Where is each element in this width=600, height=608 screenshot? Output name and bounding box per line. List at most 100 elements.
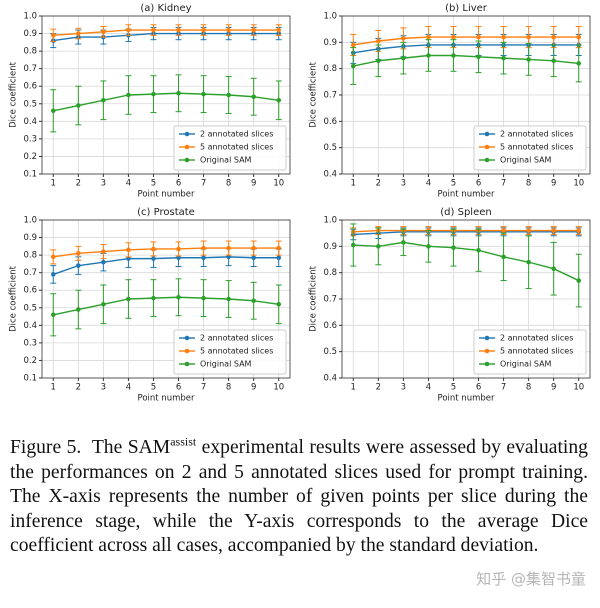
watermark: 知乎 @集智书童 — [476, 570, 586, 588]
x-axis-label: Point number — [438, 190, 495, 200]
point — [201, 27, 206, 33]
legend-marker — [484, 361, 490, 367]
x-tick-label: 6 — [476, 383, 481, 393]
point — [451, 34, 456, 40]
x-tick-label: 6 — [176, 383, 181, 393]
legend-box — [473, 329, 587, 375]
point — [576, 228, 582, 233]
y-tick-label: 0.7 — [323, 91, 337, 101]
point — [476, 34, 481, 40]
legend-label: Original SAM — [500, 156, 552, 165]
point — [176, 27, 181, 33]
x-tick-label: 8 — [226, 179, 231, 189]
y-tick-label: 0.4 — [323, 374, 337, 384]
legend-marker — [484, 335, 490, 341]
series-line — [353, 44, 579, 54]
plot-frame — [341, 15, 591, 175]
y-tick-label: 0.9 — [23, 233, 37, 243]
legend-label: Original SAM — [500, 360, 552, 369]
y-tick-label: 0.7 — [323, 295, 337, 305]
legend-label: 2 annotated slices — [500, 130, 573, 139]
point — [276, 245, 282, 251]
point — [551, 58, 556, 64]
y-tick-label: 1.0 — [23, 216, 37, 226]
point — [126, 256, 131, 261]
point — [276, 255, 282, 261]
x-tick-label: 2 — [376, 383, 381, 393]
x-axis-label: Point number — [138, 190, 195, 200]
point — [551, 34, 556, 40]
legend-box — [173, 329, 287, 375]
point — [276, 27, 282, 33]
figure: 0.1 0.2 0.3 0.4 0.5 0.6 0.7 0.8 0.9 1.0 1 2 3 4 5 6 7 8 9 1… — [9, 3, 591, 404]
point — [226, 27, 231, 33]
x-tick-label: 9 — [551, 179, 556, 189]
point — [426, 53, 431, 58]
x-tick-label: 5 — [151, 179, 156, 189]
y-tick-label: 0.2 — [23, 356, 37, 366]
legend-label: 2 annotated slices — [200, 130, 273, 139]
y-tick-label: 0.9 — [23, 29, 37, 39]
x-tick-label: 7 — [501, 383, 506, 393]
point — [251, 255, 256, 261]
chart-title: (d) Spleen — [440, 207, 491, 218]
legend-marker — [484, 144, 490, 150]
legend-marker — [184, 144, 190, 150]
point — [551, 266, 556, 272]
y-tick-label: 0.4 — [23, 321, 37, 331]
chart-title: (c) Prostate — [137, 207, 195, 218]
x-tick-label: 3 — [101, 383, 106, 393]
point — [101, 29, 106, 35]
point — [176, 246, 181, 252]
legend-label: 5 annotated slices — [500, 347, 573, 356]
point — [226, 92, 231, 98]
y-tick-label: 0.1 — [23, 170, 37, 180]
chart-title: (a) Kidney — [140, 3, 191, 14]
point — [451, 245, 456, 250]
point — [526, 259, 531, 265]
plot-frame — [41, 219, 291, 379]
x-tick-label: 7 — [201, 179, 206, 189]
point — [151, 27, 156, 33]
x-tick-label: 4 — [426, 383, 431, 393]
point — [226, 254, 231, 260]
plot-frame — [41, 15, 291, 175]
y-tick-label: 0.4 — [323, 170, 337, 180]
y-tick-label: 0.8 — [323, 268, 337, 278]
x-tick-label: 9 — [251, 179, 256, 189]
x-tick-label: 2 — [76, 179, 81, 189]
legend-marker — [184, 131, 190, 137]
point — [401, 55, 406, 61]
series-line — [353, 231, 579, 236]
point — [50, 312, 56, 318]
point — [50, 272, 56, 277]
point — [251, 245, 256, 251]
point — [201, 91, 206, 97]
series-line — [53, 29, 279, 37]
y-tick-label: 0.6 — [323, 321, 337, 331]
legend-marker — [484, 348, 490, 354]
x-tick-label: 4 — [126, 179, 131, 189]
legend-label: 5 annotated slices — [200, 347, 273, 356]
caption-label: Figure 5. — [10, 437, 82, 458]
point — [151, 295, 156, 301]
series-line — [53, 256, 279, 276]
point — [576, 278, 582, 283]
point — [201, 245, 206, 251]
legend-label: 2 annotated slices — [200, 334, 273, 343]
point — [401, 36, 406, 41]
plot-frame — [341, 219, 591, 379]
point — [101, 259, 106, 265]
x-axis-label: Point number — [138, 394, 195, 404]
point — [50, 254, 56, 260]
point — [551, 228, 556, 233]
legend-marker — [184, 348, 190, 354]
x-axis-label: Point number — [438, 394, 495, 404]
caption-text: experimental results were assessed by ev… — [10, 437, 588, 557]
point — [251, 94, 256, 100]
point — [76, 103, 81, 108]
x-tick-label: 1 — [51, 383, 56, 393]
point — [476, 54, 481, 60]
x-tick-label: 9 — [251, 383, 256, 393]
point — [501, 34, 506, 40]
